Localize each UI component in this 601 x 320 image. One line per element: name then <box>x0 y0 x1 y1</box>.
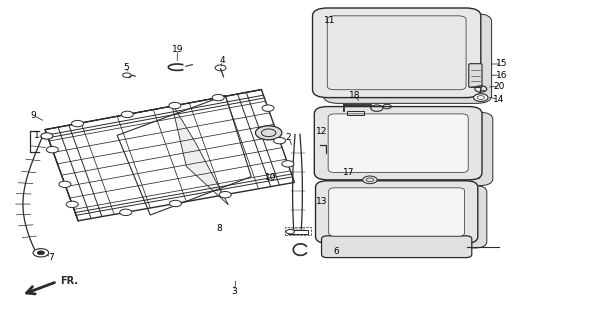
Circle shape <box>46 147 58 153</box>
Circle shape <box>286 229 294 234</box>
Text: 8: 8 <box>216 224 222 233</box>
Text: 11: 11 <box>323 16 335 25</box>
Text: 16: 16 <box>496 71 508 80</box>
Circle shape <box>262 105 274 111</box>
Circle shape <box>37 251 44 255</box>
FancyBboxPatch shape <box>325 112 493 186</box>
Text: 13: 13 <box>316 197 328 206</box>
Bar <box>285 227 311 235</box>
Text: 15: 15 <box>496 60 508 68</box>
Circle shape <box>59 181 71 188</box>
FancyBboxPatch shape <box>323 14 492 103</box>
FancyBboxPatch shape <box>322 236 472 258</box>
Bar <box>347 111 364 115</box>
Text: 3: 3 <box>231 287 237 296</box>
Circle shape <box>474 94 488 101</box>
Text: 12: 12 <box>316 127 327 136</box>
Circle shape <box>219 191 231 198</box>
FancyBboxPatch shape <box>314 107 482 180</box>
Text: FR.: FR. <box>60 276 78 286</box>
Circle shape <box>363 176 377 184</box>
Circle shape <box>212 94 224 101</box>
FancyBboxPatch shape <box>469 64 482 87</box>
Circle shape <box>169 200 182 207</box>
FancyBboxPatch shape <box>328 114 468 172</box>
Circle shape <box>72 120 84 127</box>
Text: 1: 1 <box>34 132 40 140</box>
Circle shape <box>273 138 285 144</box>
FancyBboxPatch shape <box>316 181 478 243</box>
Text: 9: 9 <box>30 111 36 120</box>
Text: 14: 14 <box>493 95 504 104</box>
Circle shape <box>121 111 133 118</box>
Text: 19: 19 <box>171 45 183 54</box>
FancyBboxPatch shape <box>325 186 487 248</box>
Text: 6: 6 <box>334 247 340 256</box>
Circle shape <box>33 249 49 257</box>
Text: 2: 2 <box>285 133 291 142</box>
Text: 7: 7 <box>48 253 54 262</box>
Circle shape <box>282 161 294 167</box>
Circle shape <box>41 133 53 139</box>
Circle shape <box>169 102 181 109</box>
Circle shape <box>255 126 282 140</box>
Text: 18: 18 <box>349 92 361 100</box>
Text: 20: 20 <box>493 82 504 91</box>
Bar <box>288 230 308 234</box>
FancyBboxPatch shape <box>313 8 481 98</box>
FancyBboxPatch shape <box>329 188 465 236</box>
Circle shape <box>120 209 132 216</box>
Text: 4: 4 <box>219 56 225 65</box>
Text: 10: 10 <box>264 173 276 182</box>
Text: 17: 17 <box>343 168 355 177</box>
Polygon shape <box>171 102 228 205</box>
Circle shape <box>66 201 78 208</box>
Text: 5: 5 <box>123 63 129 72</box>
